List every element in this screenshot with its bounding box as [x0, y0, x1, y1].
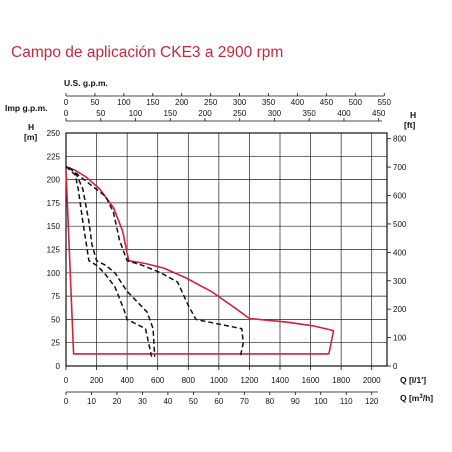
- bottom-lmin-tick-label: 1200: [241, 376, 259, 385]
- right-axis-label-unit: [ft]: [404, 120, 415, 130]
- right-tick-label: 600: [393, 192, 407, 201]
- series-layer: [65, 165, 335, 357]
- right-tick-label: 0: [393, 362, 398, 371]
- top-impgpm-tick-label: 50: [96, 109, 105, 118]
- plot-frame: [65, 132, 388, 367]
- bottom-m3h-tick-label: 40: [163, 397, 172, 406]
- grid-lines: [65, 132, 387, 367]
- bottom-axis-label-lmin: Q [l/1']: [400, 375, 426, 385]
- left-tick-label: 225: [47, 152, 61, 161]
- top-usgpm-tick-label: 550: [378, 98, 392, 107]
- pump-curve-3: [65, 166, 153, 357]
- left-tick-label: 25: [51, 339, 60, 348]
- left-axis-label-h: H: [28, 122, 34, 132]
- bottom-m3h-tick-label: 80: [265, 397, 274, 406]
- bottom-m3h-tick-label: 30: [138, 397, 147, 406]
- left-tick-label: 0: [56, 362, 61, 371]
- right-tick-label: 100: [393, 334, 407, 343]
- right-tick-label: 700: [393, 163, 407, 172]
- tick-labels: 0255075100125150175200225250010020030040…: [47, 93, 407, 406]
- bottom-lmin-tick-label: 800: [182, 376, 196, 385]
- pump-curve-2: [68, 166, 245, 357]
- axis-labels: H [m] H [ft] U.S. g.p.m. Imp g.p.m. Q [l…: [5, 78, 433, 403]
- bottom-lmin-tick-label: 1400: [271, 376, 289, 385]
- m3h-label-prefix: Q [m: [400, 393, 420, 403]
- bottom-lmin-tick-label: 1800: [332, 376, 350, 385]
- top-impgpm-tick-label: 450: [372, 109, 386, 118]
- bottom-lmin-tick-label: 200: [90, 376, 104, 385]
- top-usgpm-tick-label: 0: [64, 98, 69, 107]
- left-tick-label: 150: [47, 222, 61, 231]
- bottom-m3h-tick-label: 10: [87, 397, 96, 406]
- bottom-m3h-tick-label: 70: [240, 397, 249, 406]
- bottom-m3h-tick-label: 50: [189, 397, 198, 406]
- bottom-axis-label-m3h: Q [m3/h]: [400, 393, 433, 403]
- bottom-m3h-tick-label: 20: [112, 397, 121, 406]
- bottom-lmin-tick-label: 1600: [302, 376, 320, 385]
- top-usgpm-tick-label: 200: [175, 98, 189, 107]
- bottom-lmin-tick-label: 400: [120, 376, 134, 385]
- bottom-lmin-tick-label: 600: [151, 376, 165, 385]
- top-impgpm-tick-label: 250: [233, 109, 247, 118]
- left-axis-label-unit: [m]: [24, 132, 37, 142]
- right-tick-label: 500: [393, 220, 407, 229]
- top-usgpm-tick-label: 250: [204, 98, 218, 107]
- right-tick-label: 200: [393, 305, 407, 314]
- left-tick-label: 175: [47, 199, 61, 208]
- right-axis-label-h: H: [410, 110, 416, 120]
- m3h-label-sup: 3: [419, 394, 423, 400]
- right-tick-label: 400: [393, 248, 407, 257]
- left-tick-label: 200: [47, 176, 61, 185]
- top-impgpm-tick-label: 400: [337, 109, 351, 118]
- left-tick-label: 100: [47, 269, 61, 278]
- top-usgpm-tick-label: 450: [320, 98, 334, 107]
- top-usgpm-tick-label: 100: [117, 98, 131, 107]
- left-tick-label: 125: [47, 246, 61, 255]
- pump-curve-1: [68, 166, 156, 357]
- bottom-m3h-tick-label: 110: [340, 397, 353, 406]
- top-usgpm-tick-label: 150: [146, 98, 160, 107]
- top-impgpm-tick-label: 300: [268, 109, 282, 118]
- top-impgpm-tick-label: 150: [164, 109, 178, 118]
- bottom-m3h-tick-label: 90: [291, 397, 300, 406]
- bottom-lmin-tick-label: 0: [64, 376, 69, 385]
- top-impgpm-tick-label: 350: [303, 109, 317, 118]
- bottom-m3h-tick-label: 0: [64, 397, 69, 406]
- chart-title: Campo de aplicación CKE3 a 2900 rpm: [11, 44, 284, 61]
- bottom-m3h-tick-label: 100: [314, 397, 328, 406]
- right-tick-label: 300: [393, 277, 407, 286]
- top-usgpm-tick-label: 500: [349, 98, 363, 107]
- top-usgpm-tick-label: 300: [233, 98, 247, 107]
- right-tick-label: 800: [393, 135, 407, 144]
- plot-border: [65, 132, 388, 367]
- top-impgpm-tick-label: 0: [64, 109, 69, 118]
- top-axis-label-usgpm: U.S. g.p.m.: [64, 78, 108, 88]
- top-usgpm-tick-label: 350: [262, 98, 276, 107]
- top-axis-label-impgpm: Imp g.p.m.: [5, 103, 48, 113]
- top-usgpm-tick-label: 50: [90, 98, 99, 107]
- bottom-m3h-tick-label: 60: [214, 397, 223, 406]
- bottom-lmin-tick-label: 1000: [210, 376, 228, 385]
- left-tick-label: 75: [51, 292, 60, 301]
- top-impgpm-tick-label: 200: [198, 109, 212, 118]
- left-tick-label: 250: [47, 129, 61, 138]
- application-range-envelope: [65, 165, 335, 355]
- top-impgpm-tick-label: 100: [129, 109, 143, 118]
- bottom-m3h-tick-label: 120: [365, 397, 379, 406]
- m3h-label-suffix: /h]: [423, 393, 434, 403]
- left-tick-label: 50: [51, 315, 60, 324]
- top-usgpm-tick-label: 400: [291, 98, 305, 107]
- bottom-lmin-tick-label: 2000: [363, 376, 381, 385]
